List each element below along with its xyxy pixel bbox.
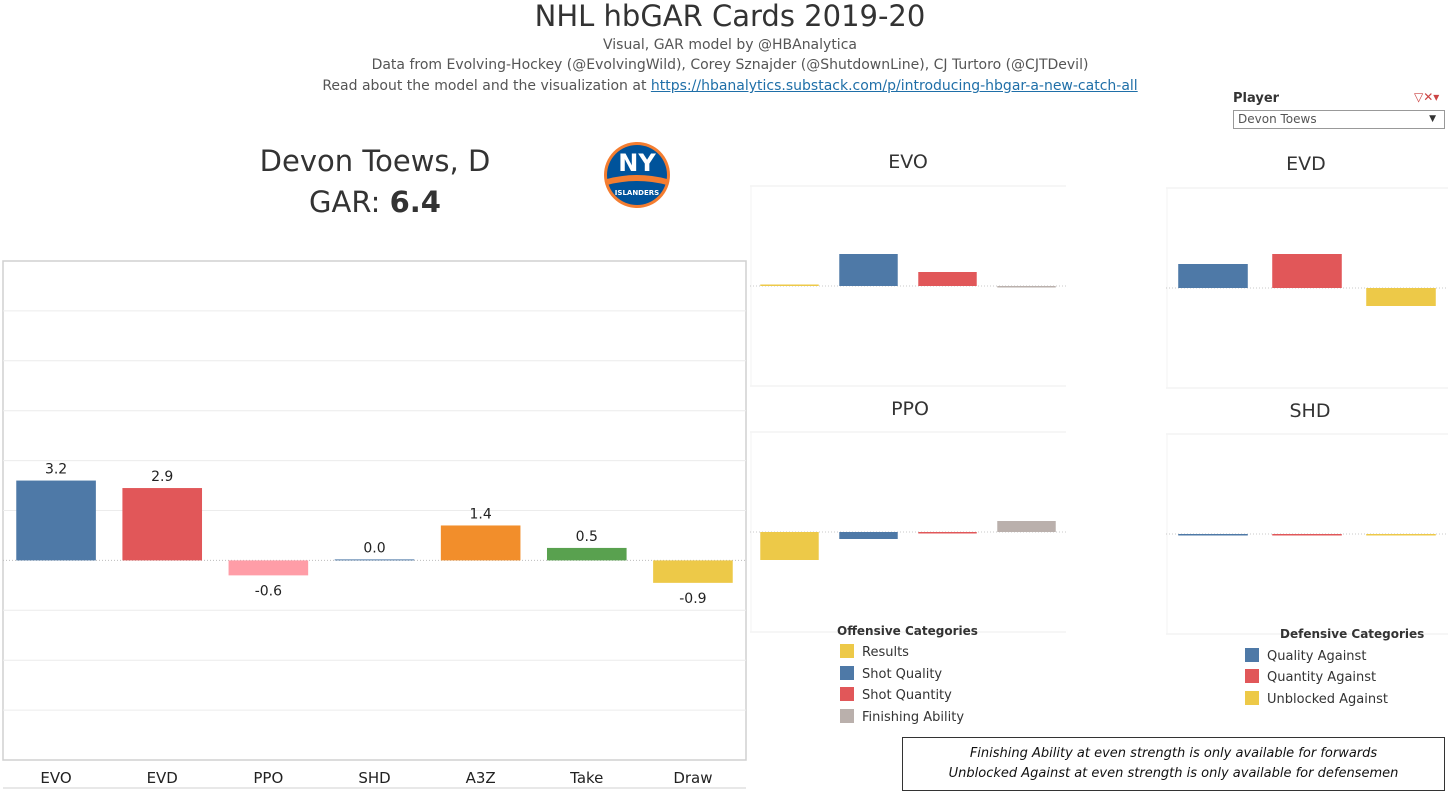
data-label: 0.5: [576, 529, 598, 545]
bar-finishing-ability[interactable]: [997, 521, 1056, 532]
page-title: NHL hbGAR Cards 2019-20: [534, 0, 926, 33]
swatch: [1245, 691, 1259, 705]
x-tick-label: EVO: [40, 769, 71, 787]
bar-a3z[interactable]: [440, 525, 521, 561]
ppo-chart-title: PPO: [891, 398, 929, 420]
bar-shot-quantity[interactable]: [918, 272, 977, 286]
legend-item-label: Shot Quantity: [862, 688, 952, 703]
legend-item-quality-against: Quality Against: [1245, 648, 1366, 664]
evo-chart-title: EVO: [888, 151, 928, 173]
bar-unblocked-against[interactable]: [1366, 534, 1436, 536]
bar-results[interactable]: [760, 532, 819, 560]
bar-shot-quality[interactable]: [839, 532, 898, 539]
x-tick-label: PPO: [253, 769, 283, 787]
legend-item-label: Quantity Against: [1267, 670, 1377, 685]
offensive-legend-title: Offensive Categories: [837, 624, 978, 638]
team-logo-icon: NY ISLANDERS: [604, 142, 670, 208]
chevron-down-icon: ▼: [1429, 114, 1436, 124]
logo-text: NY: [618, 149, 656, 177]
note-box: Finishing Ability at even strength is on…: [902, 737, 1445, 791]
bar-shot-quality[interactable]: [839, 254, 898, 286]
legend-item-label: Finishing Ability: [862, 710, 965, 725]
swatch: [1245, 669, 1259, 683]
note-line: Finishing Ability at even strength is on…: [969, 746, 1378, 761]
bar-shd[interactable]: [334, 559, 415, 561]
data-label: 2.9: [151, 469, 173, 485]
swatch: [840, 709, 854, 723]
legend-item-shot-quality: Shot Quality: [840, 666, 942, 682]
bar-quantity-against[interactable]: [1272, 254, 1342, 288]
data-label: 3.2: [45, 462, 67, 478]
gar-label: GAR:: [309, 185, 390, 219]
data-label: -0.6: [255, 583, 282, 599]
bar-quality-against[interactable]: [1178, 534, 1248, 536]
evd-chart: [1166, 187, 1448, 389]
legend-item-unblocked-against: Unblocked Against: [1245, 691, 1388, 707]
player-select-value: Devon Toews: [1238, 112, 1317, 126]
bar-quality-against[interactable]: [1178, 264, 1248, 288]
data-source-line: Data from Evolving-Hockey (@EvolvingWild…: [371, 57, 1089, 73]
bar-evo[interactable]: [16, 480, 96, 561]
data-label: 1.4: [470, 506, 492, 522]
legend-item-label: Results: [862, 645, 909, 660]
bar-draw[interactable]: [653, 560, 733, 583]
evo-chart: [750, 185, 1066, 387]
bar-shot-quantity[interactable]: [918, 532, 977, 534]
note-line: Unblocked Against at even strength is on…: [948, 766, 1399, 781]
data-label: 0.0: [363, 540, 385, 556]
clear-filter-icon[interactable]: ▽✕▾: [1414, 90, 1440, 104]
data-label: -0.9: [679, 591, 706, 607]
ppo-chart: [750, 431, 1066, 633]
legend-item-label: Quality Against: [1267, 649, 1367, 664]
read-more-prefix: Read about the model and the visualizati…: [322, 78, 647, 94]
shd-chart: [1166, 433, 1448, 635]
bar-take[interactable]: [546, 547, 627, 561]
bar-quantity-against[interactable]: [1272, 534, 1342, 536]
swatch: [840, 687, 854, 701]
player-name: Devon Toews, D: [259, 144, 491, 178]
legend-item-quantity-against: Quantity Against: [1245, 669, 1376, 685]
x-tick-label: SHD: [358, 769, 390, 787]
gar-value: 6.4: [389, 185, 441, 219]
swatch: [840, 666, 854, 680]
x-tick-label: Draw: [673, 769, 712, 787]
main-gar-chart: 3.2 EVO 2.9 EVD -0.6 PPO 0.0 SHD 1.4 A3Z 0.5 Take -0…: [2, 260, 747, 789]
legend-item-results: Results: [840, 644, 909, 660]
x-tick-label: Take: [569, 769, 603, 787]
bar-evd[interactable]: [122, 488, 203, 561]
legend-item-label: Unblocked Against: [1267, 692, 1388, 707]
defensive-legend-title: Defensive Categories: [1280, 627, 1425, 641]
article-link[interactable]: https://hbanalytics.substack.com/p/intro…: [650, 78, 1138, 94]
legend-item-label: Shot Quality: [862, 667, 943, 682]
swatch: [840, 644, 854, 658]
x-tick-label: A3Z: [466, 769, 496, 787]
player-gar: GAR: 6.4: [200, 185, 550, 219]
credit-line: Visual, GAR model by @HBAnalytica: [603, 37, 857, 53]
evd-chart-title: EVD: [1286, 153, 1326, 175]
legend-item-finishing-ability: Finishing Ability: [840, 709, 964, 725]
bar-finishing-ability[interactable]: [997, 286, 1056, 288]
player-select[interactable]: Devon Toews ▼: [1233, 110, 1445, 129]
bar-ppo[interactable]: [228, 560, 309, 576]
legend-item-shot-quantity: Shot Quantity: [840, 687, 952, 703]
bar-unblocked-against[interactable]: [1366, 288, 1436, 306]
swatch: [1245, 648, 1259, 662]
player-filter-label: Player: [1233, 91, 1280, 106]
read-more-line: Read about the model and the visualizati…: [0, 77, 1456, 95]
bar-results[interactable]: [760, 284, 819, 287]
logo-subtext: ISLANDERS: [615, 189, 659, 197]
shd-chart-title: SHD: [1289, 400, 1331, 422]
x-tick-label: EVD: [147, 769, 178, 787]
